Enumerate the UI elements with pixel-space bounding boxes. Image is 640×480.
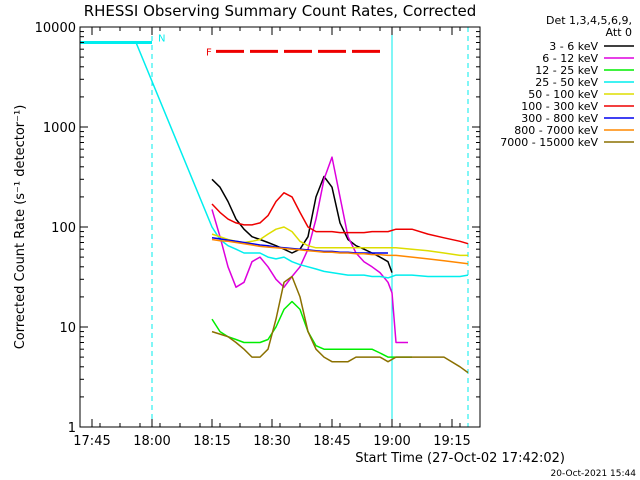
y-tick-label: 1 <box>68 421 76 436</box>
legend-header: Det 1,3,4,5,6,9, Att 0 <box>546 14 632 39</box>
x-tick-label: 17:45 <box>73 434 110 449</box>
x-tick-label: 18:30 <box>253 434 290 449</box>
y-axis-title: Corrected Count Rate (s⁻¹ detector⁻¹) <box>13 105 28 350</box>
annotation-label: F <box>206 47 212 58</box>
series-line <box>211 275 469 374</box>
y-axis: 1 10 100 1000 10000 <box>35 21 480 436</box>
legend-detectors: Det 1,3,4,5,6,9, <box>546 14 632 27</box>
x-axis: 17:45 18:00 18:15 18:30 18:45 19:00 19:15 <box>73 27 481 449</box>
legend-label: 300 - 800 keV <box>521 112 598 125</box>
x-tick-label: 18:45 <box>313 434 350 449</box>
series-line <box>211 238 469 265</box>
legend-label: 7000 - 15000 keV <box>500 136 598 149</box>
y-tick-label: 1000 <box>43 121 76 136</box>
legend-label: 25 - 50 keV <box>535 76 598 89</box>
annotation-layer: NF <box>80 33 384 58</box>
series-layer <box>80 41 469 374</box>
series-line <box>211 192 469 245</box>
legend-label: 100 - 300 keV <box>521 100 598 113</box>
legend-label: 800 - 7000 keV <box>514 124 598 137</box>
series-line <box>211 226 468 257</box>
vertical-markers <box>151 27 469 427</box>
legend-label: 12 - 25 keV <box>535 64 598 77</box>
x-tick-label: 18:15 <box>193 434 230 449</box>
y-tick-label: 100 <box>51 221 76 236</box>
generation-timestamp: 20-Oct-2021 15:44 <box>551 469 637 479</box>
legend-label: 6 - 12 keV <box>542 52 598 65</box>
x-tick-label: 19:00 <box>373 434 410 449</box>
y-tick-label: 10000 <box>35 21 76 36</box>
x-tick-label: 19:15 <box>433 434 470 449</box>
legend-label: 50 - 100 keV <box>528 88 598 101</box>
x-axis-title: Start Time (27-Oct-02 17:42:02) <box>355 451 565 466</box>
series-line <box>211 156 408 344</box>
legend-attenuator: Att 0 <box>606 26 632 39</box>
chart-title: RHESSI Observing Summary Count Rates, Co… <box>84 2 477 20</box>
x-tick-label: 18:00 <box>133 434 170 449</box>
annotation-label: N <box>158 33 165 44</box>
y-tick-label: 10 <box>59 321 76 336</box>
series-line <box>80 41 469 279</box>
legend-label: 3 - 6 keV <box>549 40 598 53</box>
